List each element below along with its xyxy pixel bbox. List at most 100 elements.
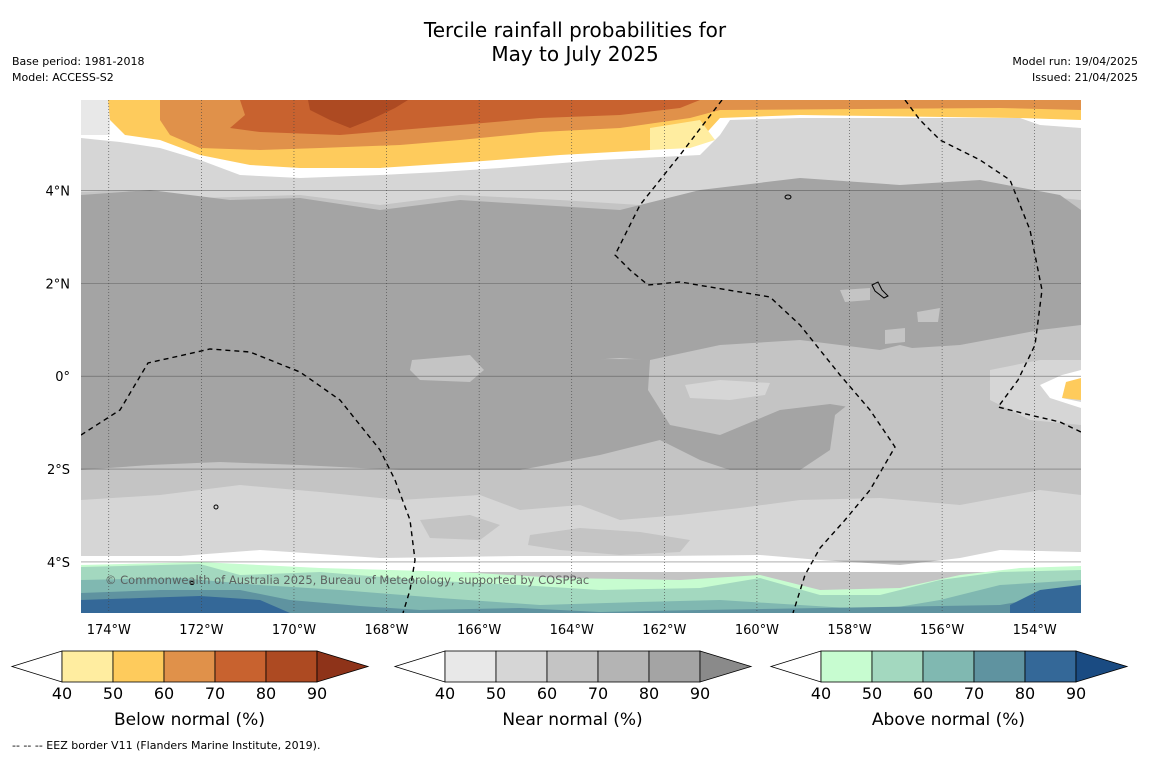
colorbar-segment xyxy=(1024,650,1077,683)
near-normal-60-patch-a xyxy=(410,355,484,382)
meta-left: Base period: 1981-2018 Model: ACCESS-S2 xyxy=(12,54,144,86)
colorbar-segment xyxy=(973,650,1026,683)
colorbar-tick-label: 90 xyxy=(1066,684,1086,703)
colorbar-under-arrow xyxy=(10,650,63,683)
base-period: Base period: 1981-2018 xyxy=(12,55,145,68)
colorbar-2: 40 50 60 70 80 90 Near normal (%) xyxy=(393,650,753,730)
colorbar-segment xyxy=(922,650,975,683)
island-a xyxy=(784,194,792,200)
longitude-labels: 174°W 172°W 170°W 168°W 166°W 164°W 162°W 160°W… xyxy=(87,623,1057,638)
copyright-notice: © Commonwealth of Australia 2025, Bureau… xyxy=(105,573,589,587)
lon-tick-label: 156°W xyxy=(920,623,964,638)
colorbar-label: Above normal (%) xyxy=(872,710,1025,730)
lon-tick-label: 158°W xyxy=(827,623,871,638)
colorbar-over-arrow xyxy=(316,650,370,683)
colorbar-tick-label: 50 xyxy=(862,684,882,703)
colorbar-tick-label: 90 xyxy=(690,684,710,703)
lon-tick-label: 160°W xyxy=(735,623,779,638)
lon-tick-label: 166°W xyxy=(457,623,501,638)
below-normal-40-west xyxy=(81,100,110,135)
island-d xyxy=(189,581,195,585)
grid-lines xyxy=(81,100,1081,613)
above-normal-80-east xyxy=(1010,585,1081,613)
model-name: Model: ACCESS-S2 xyxy=(12,71,114,84)
title-line-1: Tercile rainfall probabilities for xyxy=(423,18,727,42)
island-b xyxy=(871,281,889,299)
lon-tick-label: 172°W xyxy=(179,623,223,638)
colorbar-tick-label: 50 xyxy=(486,684,506,703)
colorbar-label: Below normal (%) xyxy=(114,710,265,730)
colorbar-over-arrow xyxy=(1075,650,1129,683)
eez-border-tokelau xyxy=(81,348,416,613)
colorbar-under-arrow xyxy=(769,650,822,683)
colorbar-tick-label: 80 xyxy=(256,684,276,703)
near-normal-60-south-patch xyxy=(528,528,690,555)
latitude-labels: 4°N 2°N 0° 2°S 4°S xyxy=(46,185,71,571)
lat-tick-label: 2°S xyxy=(47,463,70,478)
colorbar-under-arrow xyxy=(393,650,446,683)
colorbar-tick-label: 50 xyxy=(103,684,123,703)
lat-tick-label: 0° xyxy=(55,370,70,385)
colorbar-segment xyxy=(163,650,216,683)
colorbar-segment xyxy=(444,650,497,683)
colorbar-tick-label: 60 xyxy=(154,684,174,703)
colorbar-segment xyxy=(265,650,318,683)
near-normal-60-patch-d xyxy=(917,308,940,322)
near-normal-60-patch-c xyxy=(885,328,905,344)
issued-date: Issued: 21/04/2025 xyxy=(1031,71,1138,84)
meta-right: Model run: 19/04/2025 Issued: 21/04/2025 xyxy=(1012,54,1138,86)
colorbar-tick-label: 70 xyxy=(205,684,225,703)
chart-title: Tercile rainfall probabilities for May t… xyxy=(0,18,1150,66)
colorbar-segment xyxy=(648,650,701,683)
colorbar-segment xyxy=(214,650,267,683)
lat-tick-label: 2°N xyxy=(46,277,71,292)
colorbars: 40 50 60 70 80 90 Below normal (%) 40 50 60 70 80 90… xyxy=(10,650,1129,730)
map-area xyxy=(81,100,1081,613)
colorbar-segment xyxy=(871,650,924,683)
lon-tick-label: 162°W xyxy=(642,623,686,638)
lat-tick-label: 4°N xyxy=(46,185,71,200)
colorbar-3: 40 50 60 70 80 90 Above normal (%) xyxy=(769,650,1129,730)
colorbar-tick-label: 70 xyxy=(964,684,984,703)
colorbar-tick-label: 40 xyxy=(52,684,72,703)
colorbar-segment xyxy=(546,650,599,683)
colorbar-segment xyxy=(820,650,873,683)
colorbar-tick-label: 40 xyxy=(435,684,455,703)
near-normal-50-east-top xyxy=(900,125,1081,165)
colorbar-tick-label: 60 xyxy=(913,684,933,703)
below-normal-40-fringe xyxy=(650,120,715,150)
colorbar-tick-label: 60 xyxy=(537,684,557,703)
lon-tick-label: 174°W xyxy=(87,623,131,638)
colorbar-tick-label: 80 xyxy=(639,684,659,703)
lon-tick-label: 170°W xyxy=(272,623,316,638)
colorbar-tick-label: 90 xyxy=(307,684,327,703)
title-line-2: May to July 2025 xyxy=(491,42,659,66)
near-normal-50-east-pocket xyxy=(685,380,770,400)
eez-legend-note: -- -- -- EEZ border V11 (Flanders Marine… xyxy=(12,739,321,752)
above-normal-70 xyxy=(81,590,1081,613)
colorbar-label: Near normal (%) xyxy=(502,710,642,730)
colorbar-tick-label: 80 xyxy=(1015,684,1035,703)
colorbar-over-arrow xyxy=(699,650,753,683)
model-run: Model run: 19/04/2025 xyxy=(1012,55,1138,68)
lat-tick-label: 4°S xyxy=(47,556,70,571)
near-normal-60-south-patch-b xyxy=(420,515,500,540)
colorbar-tick-label: 70 xyxy=(588,684,608,703)
southern-white-strip xyxy=(81,550,1081,572)
below-normal-80 xyxy=(308,100,408,128)
near-normal-60-patch-b xyxy=(840,288,870,302)
colorbar-segment xyxy=(112,650,165,683)
white-east-pocket xyxy=(1040,370,1081,408)
colorbar-1: 40 50 60 70 80 90 Below normal (%) xyxy=(10,650,370,730)
lon-tick-label: 164°W xyxy=(550,623,594,638)
eez-border-kiribati-line xyxy=(614,100,896,613)
near-normal-50-south xyxy=(81,485,1081,560)
near-normal-60-east xyxy=(648,325,1081,435)
colorbar-segment xyxy=(597,650,650,683)
eez-borders xyxy=(81,100,1081,613)
lon-tick-label: 168°W xyxy=(364,623,408,638)
colorbar-segment xyxy=(61,650,114,683)
islands xyxy=(189,194,889,585)
colorbar-tick-label: 40 xyxy=(811,684,831,703)
